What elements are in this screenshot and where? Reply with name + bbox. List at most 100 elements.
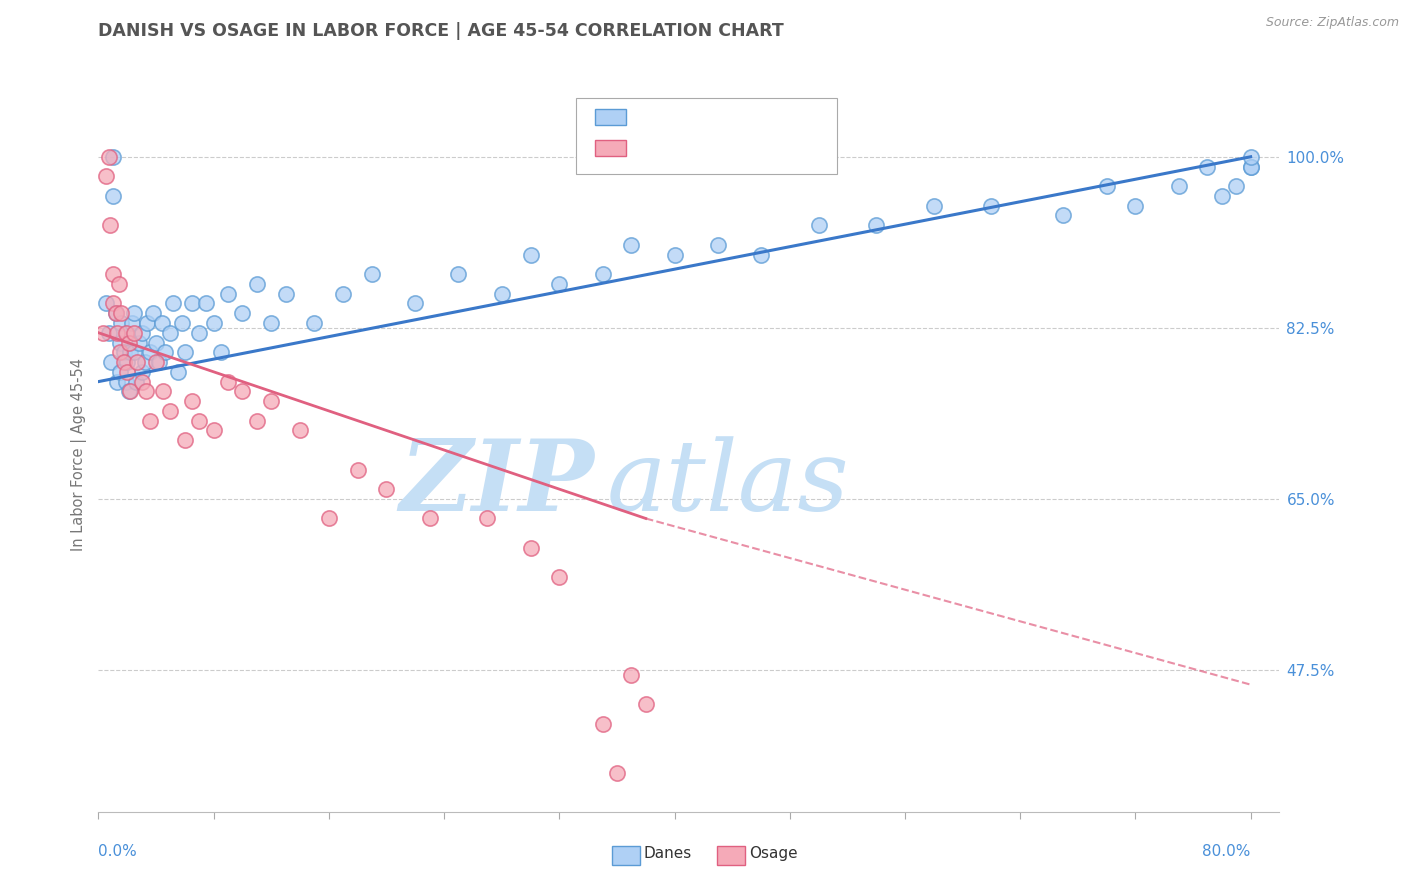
Point xyxy=(1211,189,1233,203)
Point xyxy=(118,384,141,399)
Point xyxy=(260,394,283,409)
Text: N =: N = xyxy=(721,147,751,162)
Point xyxy=(105,375,128,389)
Point xyxy=(124,306,146,320)
Text: Source: ZipAtlas.com: Source: ZipAtlas.com xyxy=(1265,16,1399,29)
Point xyxy=(159,326,181,340)
Point xyxy=(110,306,132,320)
Point xyxy=(807,218,830,232)
Point xyxy=(97,150,120,164)
Text: 73: 73 xyxy=(758,116,779,131)
Point xyxy=(181,394,204,409)
Point xyxy=(592,716,614,731)
Point xyxy=(419,511,441,525)
Point xyxy=(1167,179,1189,194)
Point xyxy=(1240,160,1263,174)
Point xyxy=(922,199,945,213)
Point xyxy=(246,414,269,428)
Point xyxy=(159,404,181,418)
Point xyxy=(114,375,136,389)
Point xyxy=(318,511,340,525)
Point xyxy=(477,511,499,525)
Point xyxy=(108,345,131,359)
Point xyxy=(231,384,253,399)
Point xyxy=(120,384,142,399)
Point xyxy=(112,345,135,359)
Point xyxy=(115,326,138,340)
Point xyxy=(145,335,167,350)
Point xyxy=(100,355,122,369)
Point xyxy=(124,326,146,340)
Point xyxy=(127,355,149,369)
Point xyxy=(634,697,657,711)
Point xyxy=(447,267,470,281)
Point xyxy=(128,335,150,350)
Point xyxy=(1225,179,1247,194)
Text: Danes: Danes xyxy=(644,846,692,861)
Point xyxy=(101,267,124,281)
Point xyxy=(188,326,211,340)
Point xyxy=(980,199,1002,213)
Point xyxy=(548,570,571,584)
Point xyxy=(519,541,541,555)
Text: DANISH VS OSAGE IN LABOR FORCE | AGE 45-54 CORRELATION CHART: DANISH VS OSAGE IN LABOR FORCE | AGE 45-… xyxy=(98,22,785,40)
Point xyxy=(107,277,129,291)
Point xyxy=(491,286,513,301)
Point xyxy=(231,306,253,320)
Point xyxy=(112,355,135,369)
Point xyxy=(118,335,141,350)
Point xyxy=(606,765,628,780)
Point xyxy=(139,345,162,359)
Point xyxy=(131,326,153,340)
Point xyxy=(153,345,176,359)
Text: atlas: atlas xyxy=(606,436,849,531)
Point xyxy=(115,365,138,379)
Point xyxy=(181,296,204,310)
Text: 44: 44 xyxy=(758,147,779,162)
Point xyxy=(519,247,541,261)
Point xyxy=(1240,160,1263,174)
Point xyxy=(105,326,128,340)
Point xyxy=(170,316,193,330)
Point xyxy=(217,286,239,301)
Point xyxy=(1095,179,1118,194)
Point xyxy=(97,326,120,340)
Point xyxy=(150,316,173,330)
Point xyxy=(361,267,384,281)
Point xyxy=(120,345,142,359)
Y-axis label: In Labor Force | Age 45-54: In Labor Force | Age 45-54 xyxy=(72,359,87,551)
Point xyxy=(404,296,426,310)
Point xyxy=(131,365,153,379)
Point xyxy=(148,355,170,369)
Point xyxy=(124,345,146,359)
Point xyxy=(108,365,131,379)
Point xyxy=(101,296,124,310)
Point xyxy=(94,296,117,310)
Text: R =: R = xyxy=(633,147,661,162)
Point xyxy=(131,375,153,389)
Text: R =: R = xyxy=(633,116,661,131)
Point xyxy=(136,316,159,330)
Point xyxy=(865,218,887,232)
Point xyxy=(91,326,114,340)
Point xyxy=(195,296,218,310)
Point xyxy=(135,384,157,399)
Point xyxy=(1125,199,1147,213)
Point xyxy=(152,384,174,399)
Point xyxy=(304,316,326,330)
Point xyxy=(592,267,614,281)
Point xyxy=(664,247,686,261)
Point xyxy=(209,345,232,359)
Text: Osage: Osage xyxy=(749,846,799,861)
Point xyxy=(548,277,571,291)
Point xyxy=(101,150,124,164)
Point xyxy=(620,668,643,682)
Point xyxy=(706,237,728,252)
Point xyxy=(375,482,398,496)
Point xyxy=(173,345,195,359)
Point xyxy=(104,306,127,320)
Text: N =: N = xyxy=(721,116,751,131)
Point xyxy=(114,326,136,340)
Point xyxy=(101,189,124,203)
Point xyxy=(260,316,283,330)
